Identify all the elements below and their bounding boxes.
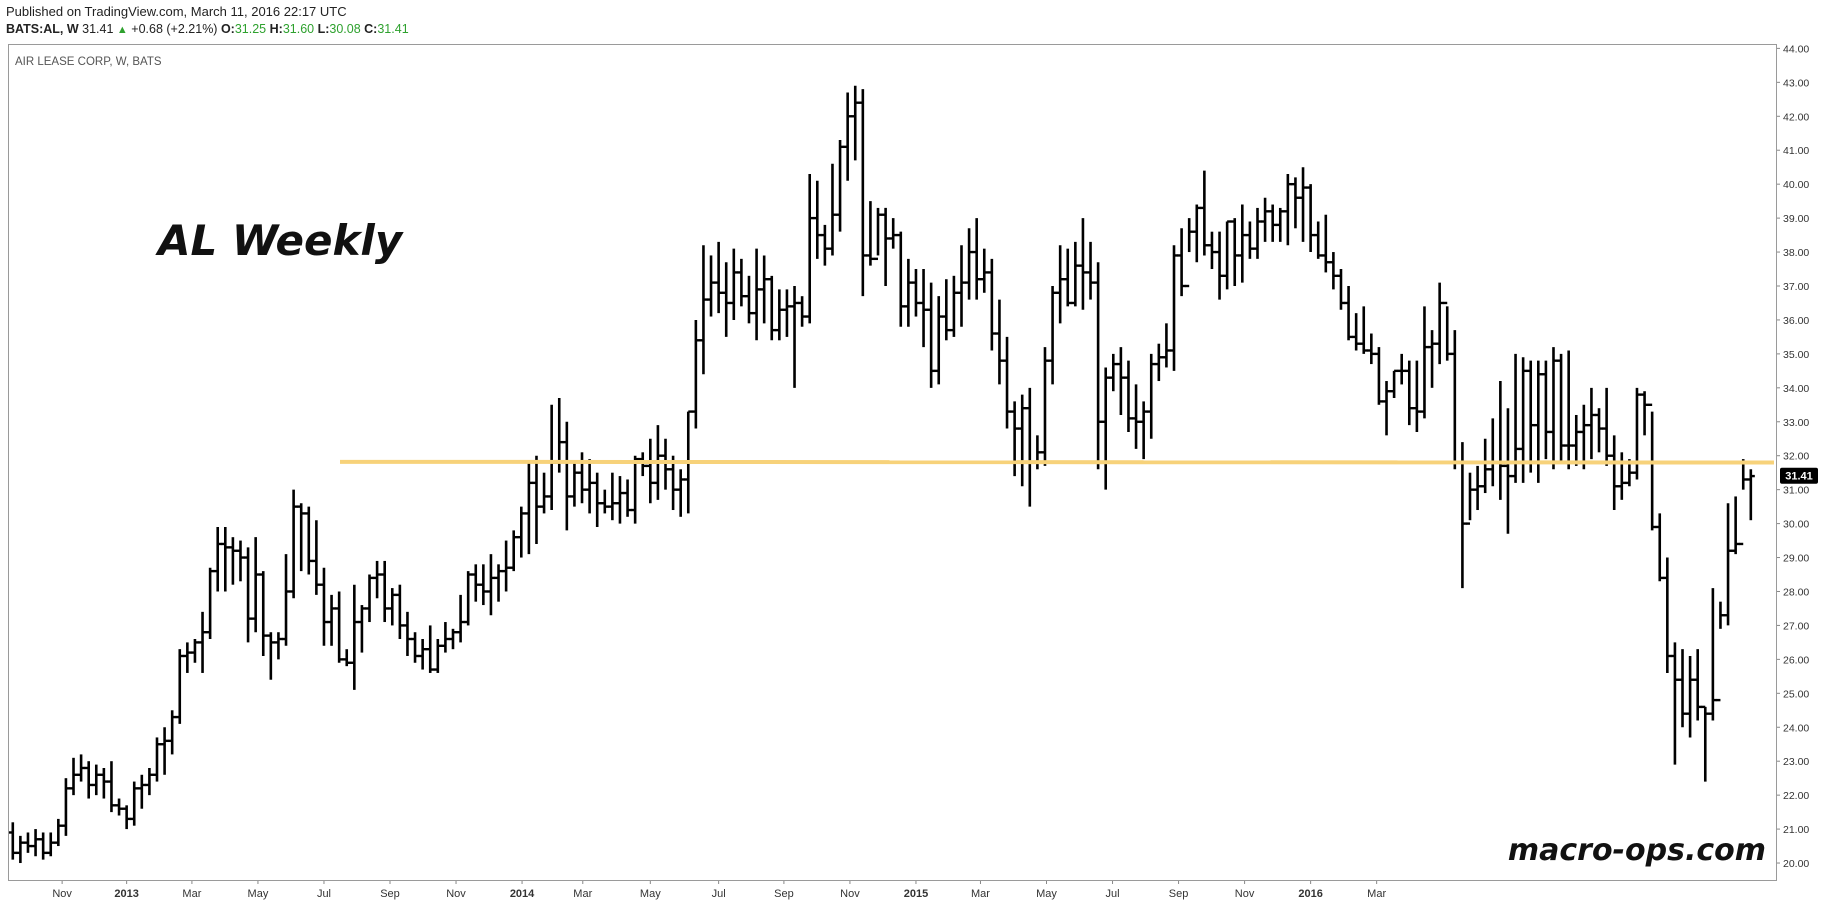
last-price-badge-bg	[1780, 467, 1818, 484]
chart-header: Published on TradingView.com, March 11, …	[0, 0, 1824, 44]
support-line[interactable]	[339, 459, 1775, 465]
y-tick-label: 31.00	[1783, 485, 1809, 497]
high-value: 31.60	[282, 22, 315, 36]
y-tick-label: 35.00	[1783, 349, 1809, 361]
y-tick-label: 26.00	[1783, 654, 1809, 666]
y-tick-label: 25.00	[1783, 688, 1809, 700]
plot-area[interactable]: AIR LEASE CORP, W, BATS AL Weekly macro-…	[8, 56, 1775, 868]
x-tick-label: 2015	[904, 888, 928, 900]
published-caption: Published on TradingView.com, March 11, …	[6, 4, 347, 19]
x-tick-label: Nov	[840, 888, 860, 900]
y-tick-label: 24.00	[1783, 722, 1809, 734]
low-label: L:	[317, 22, 330, 36]
y-tick-label: 27.00	[1783, 620, 1809, 632]
x-tick-label: Sep	[380, 888, 400, 900]
x-tick-label: Mar	[971, 888, 990, 900]
ohlc-bars	[8, 85, 1755, 864]
high-label: H:	[269, 22, 283, 36]
y-tick-label: 39.00	[1783, 213, 1809, 225]
y-tick-label: 28.00	[1783, 586, 1809, 598]
price-axis[interactable]: 20.00 21.00 22.00 23.00 24.00 25.00 26.00 27.00…	[1776, 43, 1809, 870]
x-tick-label: Sep	[774, 888, 794, 900]
x-tick-label: Mar	[573, 888, 592, 900]
low-value: 30.08	[329, 22, 361, 36]
y-tick-label: 21.00	[1783, 824, 1809, 836]
x-tick-label: Nov	[1235, 888, 1255, 900]
y-tick-label: 37.00	[1783, 281, 1809, 293]
watermark: macro-ops.com	[1508, 833, 1766, 868]
x-tick-label: Nov	[446, 888, 466, 900]
y-tick-label: 29.00	[1783, 553, 1809, 565]
x-tick-label: Jul	[1106, 888, 1120, 900]
x-tick-label: Jul	[712, 888, 726, 900]
last-price-badge: 31.41	[1780, 467, 1818, 484]
y-tick-label: 36.00	[1783, 315, 1809, 327]
last-price: 31.41	[82, 22, 114, 36]
symbol-label[interactable]: BATS:AL, W	[6, 22, 79, 36]
y-tick-label: 38.00	[1783, 247, 1809, 259]
price-change: +0.68 (+2.21%)	[131, 22, 218, 36]
y-tick-label: 42.00	[1783, 111, 1809, 123]
y-tick-label: 41.00	[1783, 145, 1809, 157]
chart-title: AIR LEASE CORP, W, BATS	[15, 56, 162, 68]
x-tick-label: May	[640, 888, 661, 900]
ohlc-legend: BATS:AL, W 31.41 ▲ +0.68 (+2.21%) O:31.2…	[6, 22, 409, 36]
up-arrow-icon: ▲	[116, 24, 128, 36]
x-tick-label: 2016	[1298, 888, 1322, 900]
open-label: O:	[220, 22, 235, 36]
x-tick-label: Sep	[1169, 888, 1189, 900]
x-tick-label: Mar	[182, 888, 201, 900]
time-axis[interactable]: Nov 2013 Mar May Jul Sep Nov 2014 Mar May Jul Sep No…	[52, 880, 1386, 900]
x-tick-label: Nov	[52, 888, 72, 900]
open-value: 31.25	[234, 22, 267, 36]
x-tick-label: 2014	[510, 888, 535, 900]
y-tick-label: 34.00	[1783, 383, 1809, 395]
y-tick-label: 40.00	[1783, 179, 1809, 191]
y-tick-label: 32.00	[1783, 451, 1809, 463]
y-tick-label: 23.00	[1783, 756, 1809, 768]
last-price-badge-label: 31.41	[1785, 471, 1813, 483]
close-label: C:	[364, 22, 378, 36]
y-tick-label: 30.00	[1783, 519, 1809, 531]
y-tick-label: 33.00	[1783, 417, 1809, 429]
y-tick-label: 44.00	[1783, 43, 1809, 55]
chart-annotation: AL Weekly	[155, 216, 404, 265]
x-tick-label: May	[1036, 888, 1057, 900]
x-tick-label: 2013	[114, 888, 138, 900]
close-value: 31.41	[377, 22, 409, 36]
x-tick-label: Jul	[317, 888, 331, 900]
y-tick-label: 43.00	[1783, 77, 1809, 89]
x-tick-label: May	[248, 888, 269, 900]
y-tick-label: 20.00	[1783, 858, 1809, 870]
x-tick-label: Mar	[1367, 888, 1386, 900]
y-tick-label: 22.00	[1783, 790, 1809, 802]
